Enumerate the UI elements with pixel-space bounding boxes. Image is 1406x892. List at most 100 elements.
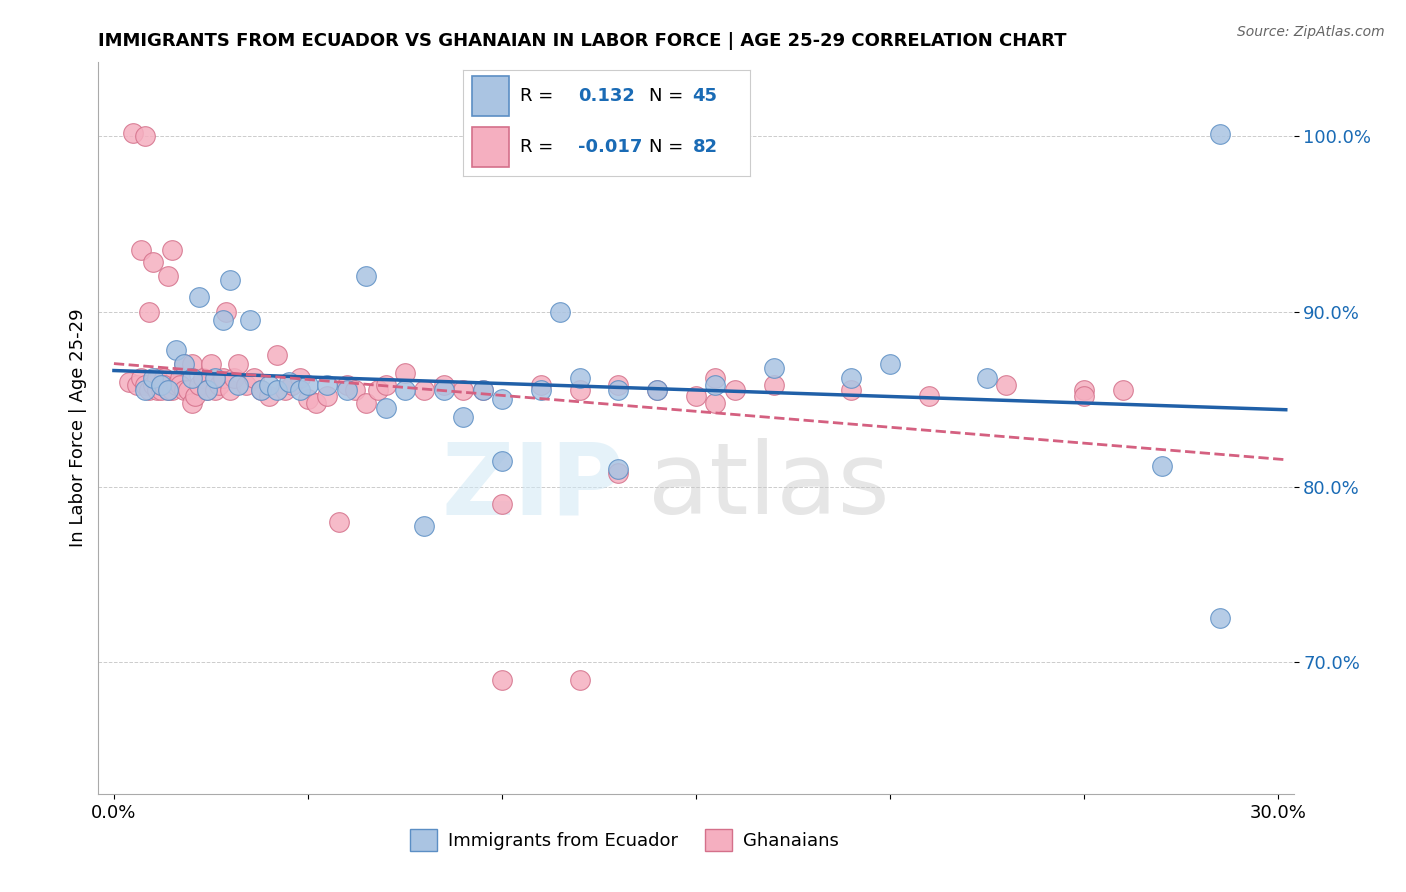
Point [127, 378, 149, 392]
Point [195, 384, 218, 398]
Point [316, 389, 339, 403]
Point [281, 378, 304, 392]
Point [176, 384, 198, 398]
Point [173, 357, 195, 371]
Point [142, 378, 165, 392]
Point [273, 384, 295, 398]
Point [138, 384, 160, 398]
Text: ZIP: ZIP [441, 438, 624, 535]
Point [257, 389, 280, 403]
Point [704, 378, 727, 392]
Point [607, 462, 630, 476]
Point [134, 384, 156, 398]
Point [211, 371, 233, 385]
Point [184, 389, 207, 403]
Point [1209, 128, 1232, 142]
Point [153, 378, 176, 392]
Point [129, 371, 152, 385]
Point [215, 304, 238, 318]
Point [297, 378, 319, 392]
Point [839, 384, 862, 398]
Point [354, 269, 377, 284]
Point [157, 384, 180, 398]
Point [122, 126, 145, 140]
Point [607, 384, 630, 398]
Point [433, 378, 456, 392]
Point [208, 378, 231, 392]
Point [568, 673, 591, 687]
Point [343, 384, 366, 398]
Point [374, 378, 396, 392]
Point [645, 384, 668, 398]
Text: IMMIGRANTS FROM ECUADOR VS GHANAIAN IN LABOR FORCE | AGE 25-29 CORRELATION CHART: IMMIGRANTS FROM ECUADOR VS GHANAIAN IN L… [98, 32, 1067, 50]
Point [142, 255, 165, 269]
Point [134, 378, 156, 392]
Point [160, 243, 183, 257]
Point [149, 378, 172, 392]
Point [607, 378, 630, 392]
Point [219, 384, 242, 398]
Point [548, 304, 571, 318]
Point [1150, 458, 1173, 473]
Point [413, 518, 436, 533]
Point [1112, 384, 1135, 398]
Y-axis label: In Labor Force | Age 25-29: In Labor Force | Age 25-29 [69, 309, 87, 548]
Point [530, 384, 553, 398]
Point [471, 384, 494, 398]
Point [224, 371, 246, 385]
Text: atlas: atlas [648, 438, 890, 535]
Point [1073, 389, 1095, 403]
Point [568, 384, 591, 398]
Point [976, 371, 998, 385]
Point [433, 384, 456, 398]
Point [157, 269, 180, 284]
Point [354, 395, 377, 409]
Point [491, 453, 513, 467]
Point [142, 371, 165, 385]
Point [242, 371, 264, 385]
Point [226, 378, 249, 392]
Point [188, 291, 211, 305]
Point [211, 313, 233, 327]
Point [277, 375, 299, 389]
Point [188, 378, 211, 392]
Point [491, 673, 513, 687]
Point [134, 129, 156, 144]
Point [1073, 384, 1095, 398]
Point [200, 357, 222, 371]
Point [685, 389, 707, 403]
Point [451, 409, 474, 424]
Point [180, 371, 202, 385]
Point [138, 304, 160, 318]
Point [173, 357, 195, 371]
Point [645, 384, 668, 398]
Point [153, 371, 176, 385]
Legend: Immigrants from Ecuador, Ghanaians: Immigrants from Ecuador, Ghanaians [402, 822, 846, 858]
Point [149, 378, 172, 392]
Point [724, 384, 747, 398]
Point [266, 348, 288, 362]
Point [471, 384, 494, 398]
Point [413, 384, 436, 398]
Point [394, 366, 416, 380]
Point [250, 384, 273, 398]
Point [145, 371, 167, 385]
Point [451, 384, 474, 398]
Point [491, 498, 513, 512]
Point [219, 273, 242, 287]
Point [290, 371, 312, 385]
Point [530, 378, 553, 392]
Point [374, 401, 396, 415]
Point [257, 378, 280, 392]
Point [762, 378, 785, 392]
Point [173, 384, 195, 398]
Point [568, 371, 591, 385]
Point [297, 392, 319, 407]
Point [491, 392, 513, 407]
Point [704, 371, 727, 385]
Point [266, 384, 288, 398]
Point [204, 384, 226, 398]
Point [367, 384, 389, 398]
Point [995, 378, 1018, 392]
Point [235, 378, 257, 392]
